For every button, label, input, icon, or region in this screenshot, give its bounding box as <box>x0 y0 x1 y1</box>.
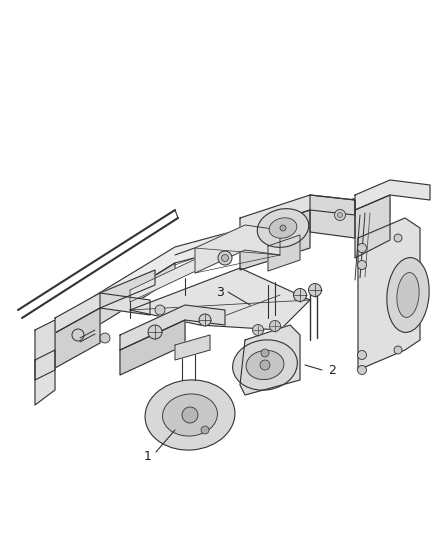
Polygon shape <box>375 193 390 218</box>
Polygon shape <box>175 335 210 360</box>
Ellipse shape <box>269 218 297 238</box>
Circle shape <box>100 333 110 343</box>
Circle shape <box>252 325 264 335</box>
Polygon shape <box>58 263 175 350</box>
Polygon shape <box>268 235 300 271</box>
Polygon shape <box>358 218 420 370</box>
Polygon shape <box>35 320 55 380</box>
Circle shape <box>335 209 346 221</box>
Polygon shape <box>100 270 155 308</box>
Circle shape <box>201 426 209 434</box>
Polygon shape <box>35 350 55 405</box>
Circle shape <box>260 360 270 370</box>
Text: 1: 1 <box>144 449 152 463</box>
Circle shape <box>308 284 321 296</box>
Circle shape <box>357 351 367 359</box>
Circle shape <box>199 314 211 326</box>
Circle shape <box>261 349 269 357</box>
Ellipse shape <box>246 350 284 379</box>
Circle shape <box>280 225 286 231</box>
Circle shape <box>155 305 165 315</box>
Circle shape <box>222 254 229 262</box>
Circle shape <box>357 366 367 375</box>
Polygon shape <box>58 193 375 335</box>
Circle shape <box>394 234 402 242</box>
Circle shape <box>269 320 280 332</box>
Ellipse shape <box>162 394 217 436</box>
Polygon shape <box>240 195 355 233</box>
Ellipse shape <box>233 340 297 390</box>
Polygon shape <box>130 210 355 302</box>
Circle shape <box>182 407 198 423</box>
Polygon shape <box>130 268 310 330</box>
Polygon shape <box>355 180 430 210</box>
Text: 3: 3 <box>216 286 224 298</box>
Ellipse shape <box>257 208 309 247</box>
Polygon shape <box>120 320 185 375</box>
Circle shape <box>148 325 162 339</box>
Circle shape <box>394 346 402 354</box>
Circle shape <box>218 251 232 265</box>
Circle shape <box>338 213 343 217</box>
Ellipse shape <box>397 272 419 318</box>
Polygon shape <box>310 195 355 238</box>
Circle shape <box>293 288 307 302</box>
Text: 2: 2 <box>328 364 336 376</box>
Polygon shape <box>120 305 225 350</box>
Polygon shape <box>355 195 390 258</box>
Circle shape <box>357 261 367 270</box>
Polygon shape <box>240 325 300 395</box>
Ellipse shape <box>387 257 429 333</box>
Polygon shape <box>195 225 280 273</box>
Polygon shape <box>240 210 310 270</box>
Polygon shape <box>55 293 150 333</box>
Circle shape <box>357 244 367 253</box>
Polygon shape <box>55 308 100 368</box>
Ellipse shape <box>145 380 235 450</box>
